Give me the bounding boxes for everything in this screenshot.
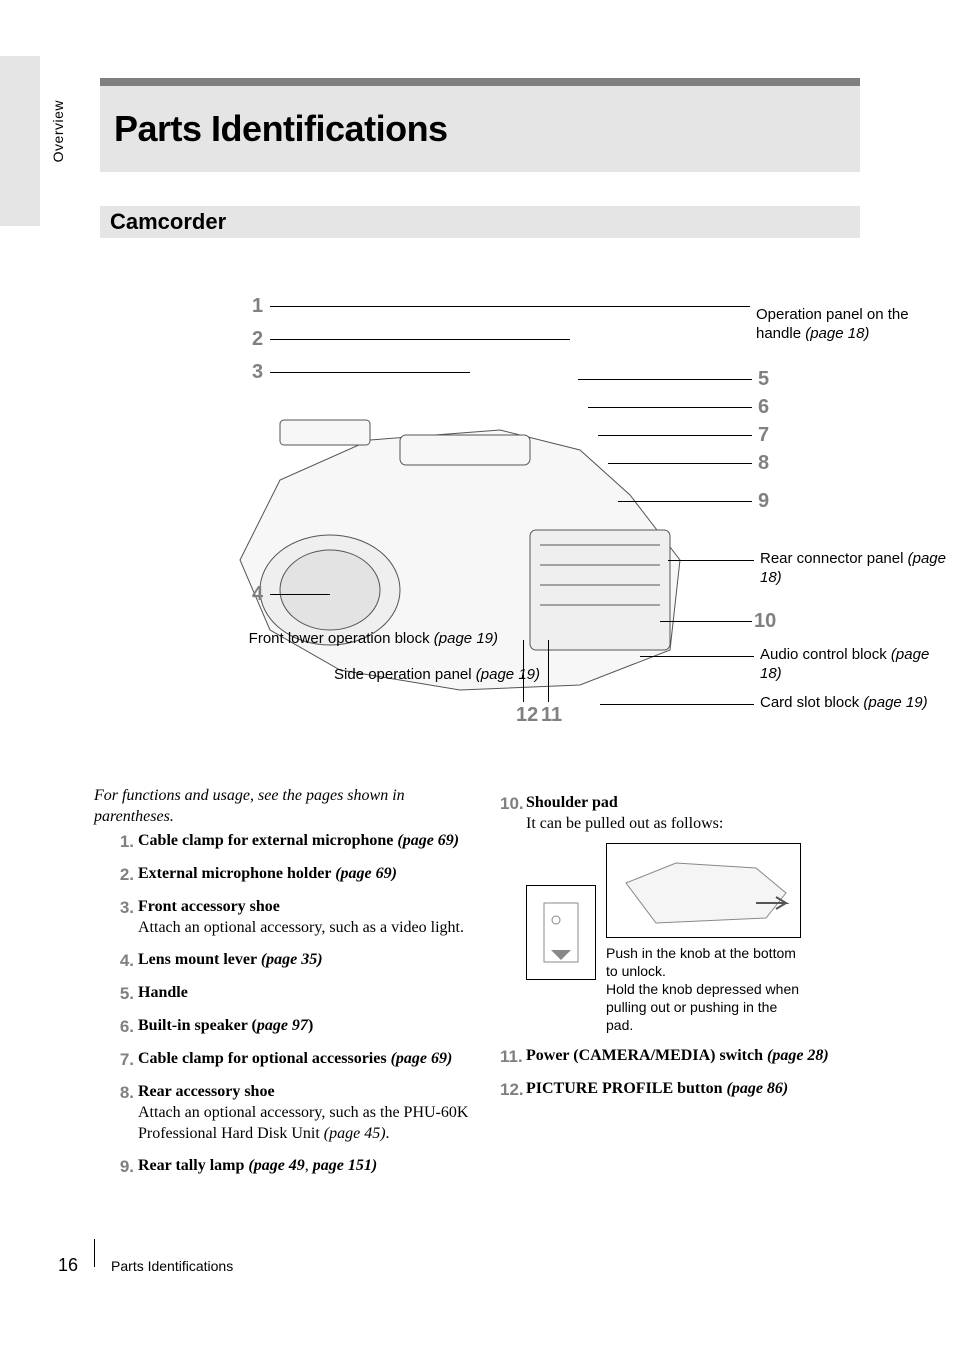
callout-line: [660, 621, 752, 622]
callout-line: [578, 379, 752, 380]
footer-title: Parts Identifications: [111, 1258, 233, 1274]
callout-line: [618, 501, 752, 502]
shoulder-fig-small: [526, 885, 596, 980]
title-rule: [100, 78, 860, 86]
callout-label: Operation panel on the handle (page 18): [756, 306, 946, 344]
part-body: External microphone holder (page 69): [138, 864, 472, 886]
callout-line: [598, 435, 752, 436]
part-item: 4.Lens mount lever (page 35): [112, 950, 472, 972]
part-number: 8.: [112, 1082, 134, 1144]
callout-number: 9: [758, 490, 769, 513]
callout-number: 12: [516, 704, 538, 727]
part-item: 6.Built-in speaker (page 97): [112, 1016, 472, 1038]
callout-line: [270, 372, 470, 373]
callout-line: [608, 463, 752, 464]
diagram: 123456789101112Operation panel on the ha…: [100, 280, 860, 750]
callout-number: 3: [252, 361, 263, 384]
callout-label: Card slot block (page 19): [760, 694, 950, 713]
part-body: Handle: [138, 983, 472, 1005]
page-title: Parts Identifications: [114, 108, 448, 150]
part-number: 4.: [112, 950, 134, 972]
shoulder-figures: Push in the knob at the bottom to unlock…: [526, 843, 860, 1035]
callout-line: [270, 306, 750, 307]
footer: 16 Parts Identifications: [58, 1255, 233, 1276]
callout-number: 7: [758, 424, 769, 447]
part-body: Cable clamp for external microphone (pag…: [138, 831, 472, 853]
part-number: 1.: [112, 831, 134, 853]
callout-number: 2: [252, 328, 263, 351]
parts-list-right: 10.Shoulder padIt can be pulled out as f…: [500, 782, 860, 1101]
callout-label: Side operation panel (page 19): [310, 666, 540, 685]
callout-number: 10: [754, 610, 776, 633]
callout-label: Front lower operation block (page 19): [208, 630, 498, 649]
part-number: 10.: [500, 793, 522, 1035]
callout-number: 5: [758, 368, 769, 391]
callout-number: 1: [252, 295, 263, 318]
part-item: 7.Cable clamp for optional accessories (…: [112, 1049, 472, 1071]
part-body: PICTURE PROFILE button (page 86): [526, 1079, 860, 1101]
part-item: 8.Rear accessory shoeAttach an optional …: [112, 1082, 472, 1144]
callout-line: [668, 560, 754, 561]
part-body: Cable clamp for optional accessories (pa…: [138, 1049, 472, 1071]
page-number: 16: [58, 1255, 78, 1276]
part-item: 10.Shoulder padIt can be pulled out as f…: [500, 793, 860, 1035]
part-body: Lens mount lever (page 35): [138, 950, 472, 972]
part-body: Front accessory shoeAttach an optional a…: [138, 897, 472, 939]
callout-line: [600, 704, 754, 705]
part-item: 3.Front accessory shoeAttach an optional…: [112, 897, 472, 939]
callout-number: 4: [252, 583, 263, 606]
callout-line: [640, 656, 754, 657]
part-number: 6.: [112, 1016, 134, 1038]
part-number: 12.: [500, 1079, 522, 1101]
part-body: Built-in speaker (page 97): [138, 1016, 472, 1038]
part-body: Power (CAMERA/MEDIA) switch (page 28): [526, 1046, 860, 1068]
callout-line: [588, 407, 752, 408]
part-body: Rear tally lamp (page 49, page 151): [138, 1156, 472, 1178]
side-tab: [0, 56, 40, 226]
callout-number: 11: [541, 704, 562, 727]
side-tab-label: Overview: [50, 100, 66, 162]
callout-line: [548, 640, 549, 702]
part-body: Rear accessory shoeAttach an optional ac…: [138, 1082, 472, 1144]
shoulder-caption: Push in the knob at the bottom to unlock…: [606, 944, 801, 1035]
footer-separator: [94, 1239, 95, 1267]
part-body: Shoulder padIt can be pulled out as foll…: [526, 793, 860, 1035]
part-item: 1.Cable clamp for external microphone (p…: [112, 831, 472, 853]
part-number: 9.: [112, 1156, 134, 1178]
part-item: 11.Power (CAMERA/MEDIA) switch (page 28): [500, 1046, 860, 1068]
part-item: 12.PICTURE PROFILE button (page 86): [500, 1079, 860, 1101]
part-number: 7.: [112, 1049, 134, 1071]
part-item: 2.External microphone holder (page 69): [112, 864, 472, 886]
callout-number: 8: [758, 452, 769, 475]
part-item: 5.Handle: [112, 983, 472, 1005]
part-item: 9.Rear tally lamp (page 49, page 151): [112, 1156, 472, 1178]
shoulder-fig-large: [606, 843, 801, 938]
part-number: 5.: [112, 983, 134, 1005]
section-heading: Camcorder: [110, 209, 226, 235]
part-number: 2.: [112, 864, 134, 886]
callout-line: [270, 594, 330, 595]
callout-number: 6: [758, 396, 769, 419]
part-number: 11.: [500, 1046, 522, 1068]
callout-label: Rear connector panel (page 18): [760, 550, 950, 588]
part-number: 3.: [112, 897, 134, 939]
title-bar: Parts Identifications: [100, 86, 860, 172]
parts-list-left: 1.Cable clamp for external microphone (p…: [112, 820, 472, 1178]
section-bar: Camcorder: [100, 206, 860, 238]
callout-label: Audio control block (page 18): [760, 646, 950, 684]
callout-line: [270, 339, 570, 340]
